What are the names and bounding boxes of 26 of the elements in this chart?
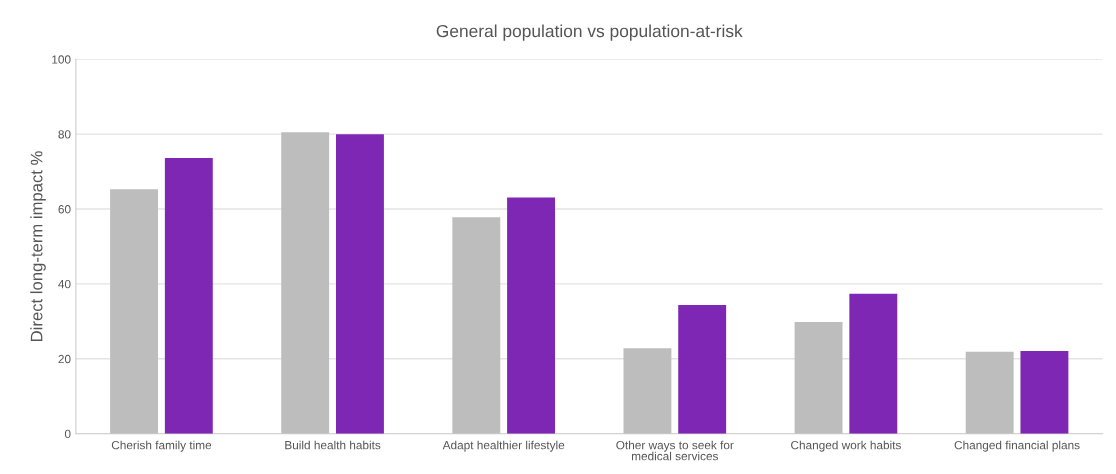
bar [110, 189, 159, 434]
x-tick-label: Build health habits [285, 440, 381, 450]
y-tick-label: 100 [52, 55, 71, 64]
bar [849, 293, 898, 434]
bar [164, 158, 213, 434]
x-tick-label: Cherish family time [111, 440, 212, 452]
bar [335, 134, 384, 434]
chart-title: General population vs population-at-risk [436, 24, 743, 41]
y-tick-label: 20 [58, 354, 71, 364]
bar [281, 132, 330, 434]
bar [623, 348, 672, 434]
x-tick-label: Changed financial plans [954, 440, 1080, 452]
x-tick-label: Changed work habits [791, 440, 901, 452]
bar [1020, 350, 1069, 434]
x-tick-label: Adapt healthier lifestyle [442, 440, 565, 452]
y-tick-label: 80 [58, 130, 71, 139]
y-tick-label: 0 [64, 429, 71, 439]
y-axis-title: Direct long-term impact % [30, 151, 46, 341]
bar [794, 322, 843, 434]
x-tick-label: Other ways to seek for medical services [616, 440, 734, 461]
y-tick-label: 60 [58, 205, 71, 214]
bar [678, 304, 727, 434]
bar [452, 217, 501, 434]
bar [965, 351, 1014, 434]
bar [507, 197, 556, 434]
y-tick-label: 40 [58, 279, 71, 289]
